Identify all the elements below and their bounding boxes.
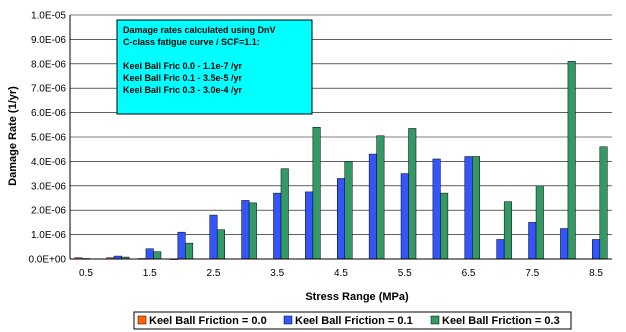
x-tick-label: 3.5 — [270, 268, 284, 279]
legend-items: Keel Ball Friction = 0.0 Keel Ball Fricti… — [137, 315, 560, 327]
bar-1-4 — [209, 214, 218, 260]
bar-1-11 — [432, 158, 441, 260]
bar-2-9 — [376, 135, 385, 260]
axes — [69, 15, 612, 260]
bar-2-10 — [408, 128, 417, 260]
annotation-line: Keel Ball Fric 0.0 - 1.1e-7 /yr — [123, 61, 243, 71]
bar-2-3 — [185, 242, 194, 260]
annotation-background — [116, 19, 313, 115]
y-tick-label: 7.0E-06 — [31, 84, 66, 95]
bar-2-16 — [599, 146, 608, 260]
bar-2-13 — [503, 201, 512, 260]
bar-1-5 — [241, 200, 250, 260]
bar-1-13 — [496, 239, 505, 260]
x-tick-label: 8.5 — [589, 268, 603, 279]
y-tick-label: 3.0E-06 — [31, 181, 66, 192]
x-tick-label: 2.5 — [207, 268, 221, 279]
bar-2-14 — [535, 185, 544, 260]
y-tick-label: 6.0E-06 — [31, 108, 66, 119]
x-tick-label: 7.5 — [525, 268, 539, 279]
annotation-line: Keel Ball Fric 0.1 - 3.5e-5 /yr — [123, 73, 243, 83]
bar-1-14 — [528, 222, 537, 260]
legend-label: Keel Ball Friction = 0.1 — [295, 315, 413, 327]
bar-2-12 — [472, 156, 481, 260]
bar-1-10 — [400, 173, 409, 260]
bar-1-12 — [464, 156, 473, 260]
annotation-line: Damage rates calculated using DnV — [123, 25, 276, 35]
x-tick-label: 0.5 — [79, 268, 93, 279]
x-tick-label: 5.5 — [398, 268, 412, 279]
annotation-box: Damage rates calculated using DnV C-class… — [116, 19, 313, 115]
legend: Keel Ball Friction = 0.0 Keel Ball Fricti… — [133, 311, 572, 330]
y-tick-label: 4.0E-06 — [31, 157, 66, 168]
bar-1-9 — [368, 153, 377, 260]
y-tick-label: 2.0E-06 — [31, 206, 66, 217]
legend-swatch — [430, 315, 440, 325]
bar-1-15 — [560, 228, 569, 260]
legend-label: Keel Ball Friction = 0.0 — [149, 315, 267, 327]
bar-1-3 — [177, 231, 186, 260]
y-tick-label: 5.0E-06 — [31, 133, 66, 144]
annotation-line: Keel Ball Fric 0.3 - 3.0e-4 /yr — [123, 85, 243, 95]
y-tick-label: 9.0E-06 — [31, 35, 66, 46]
bar-2-6 — [280, 168, 289, 260]
x-tick-labels: 0.5 1.5 2.5 3.5 4.5 5.5 6.5 7.5 8.5 — [79, 268, 603, 279]
y-tick-label: 0.0E+00 — [28, 255, 66, 266]
bars — [74, 61, 608, 260]
bar-2-15 — [567, 61, 576, 260]
y-tick-label: 8.0E-06 — [31, 59, 66, 70]
bar-1-2 — [145, 248, 154, 260]
bar-2-11 — [440, 192, 449, 260]
y-tick-label: 1.0E-05 — [31, 11, 66, 22]
legend-frame — [133, 311, 572, 330]
legend-swatch — [137, 315, 147, 325]
x-tick-label: 4.5 — [334, 268, 348, 279]
y-tick-labels: 0.0E+00 1.0E-06 2.0E-06 3.0E-06 4.0E-06 5.0E-… — [28, 11, 66, 266]
x-tick-label: 6.5 — [462, 268, 476, 279]
x-tick-label: 1.5 — [143, 268, 157, 279]
legend-label: Keel Ball Friction = 0.3 — [442, 315, 560, 327]
bar-2-4 — [216, 229, 225, 260]
bar-2-7 — [312, 126, 321, 260]
annotation-text: Damage rates calculated using DnV C-class… — [123, 25, 276, 95]
bar-1-7 — [305, 191, 314, 260]
y-axis-title: Damage Rate (1/yr) — [7, 86, 19, 186]
annotation-line: C-class fatigue curve / SCF=1.1: — [123, 37, 260, 47]
bar-1-16 — [592, 239, 601, 260]
x-axis-title: Stress Range (MPa) — [305, 291, 409, 303]
bar-2-8 — [344, 161, 353, 260]
bar-1-6 — [273, 192, 282, 260]
bar-1-8 — [337, 178, 345, 260]
bar-2-5 — [248, 202, 257, 260]
y-tick-label: 1.0E-06 — [31, 230, 66, 241]
bar-2-2 — [153, 251, 162, 260]
legend-swatch — [283, 315, 293, 325]
